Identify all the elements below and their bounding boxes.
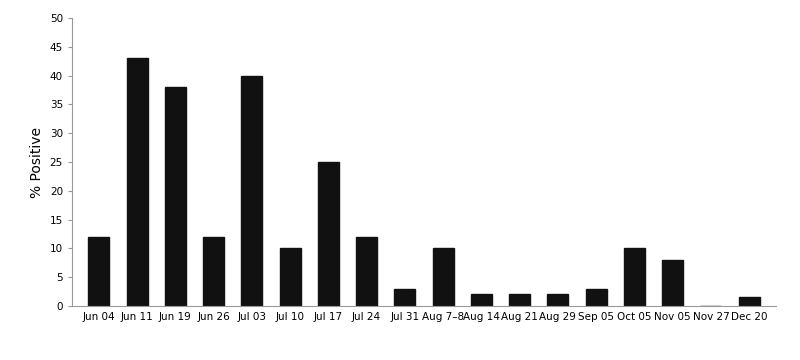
Bar — [126, 58, 147, 306]
Bar — [279, 248, 301, 306]
Bar — [394, 289, 415, 306]
Bar — [586, 289, 606, 306]
Bar — [547, 294, 569, 306]
Y-axis label: % Positive: % Positive — [30, 126, 44, 198]
Bar — [471, 294, 492, 306]
Bar — [318, 162, 339, 306]
Bar — [433, 248, 454, 306]
Bar — [356, 237, 377, 306]
Bar — [509, 294, 530, 306]
Bar — [662, 260, 683, 306]
Bar — [242, 76, 262, 306]
Bar — [88, 237, 110, 306]
Bar — [203, 237, 224, 306]
Bar — [624, 248, 645, 306]
Bar — [165, 87, 186, 306]
Bar — [738, 297, 760, 306]
